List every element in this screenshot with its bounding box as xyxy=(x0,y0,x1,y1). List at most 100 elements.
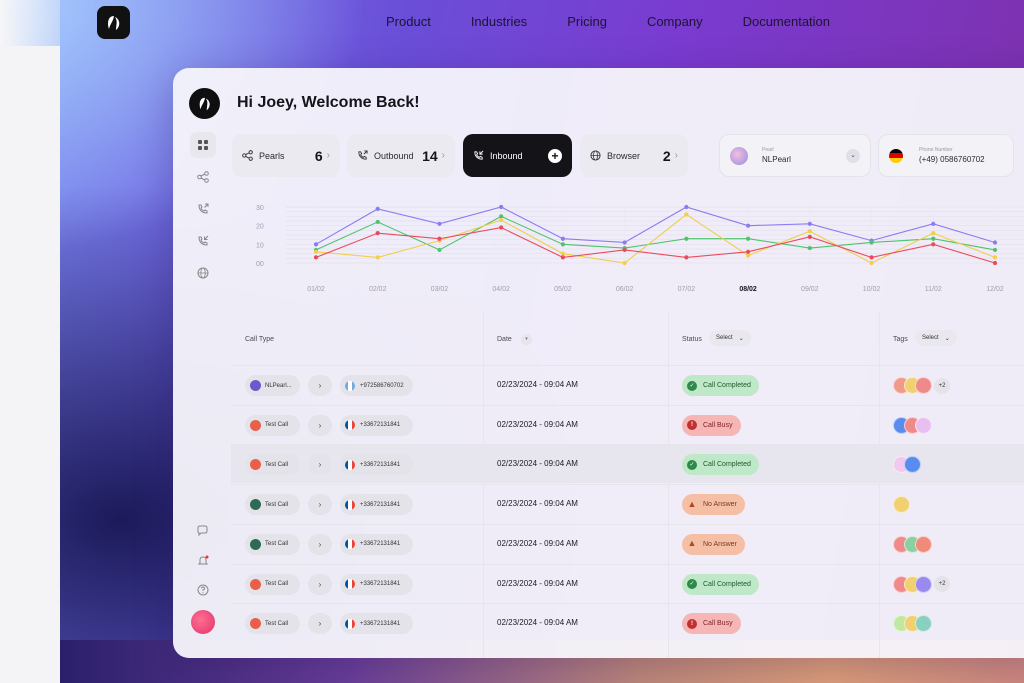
phone-pill[interactable]: +33672131841 xyxy=(340,494,413,516)
header-date[interactable]: Date xyxy=(497,336,512,343)
chevron-right-icon[interactable]: › xyxy=(308,573,332,595)
data-point xyxy=(499,214,504,219)
phone-pill[interactable]: +33672131841 xyxy=(340,613,413,635)
help-icon xyxy=(197,584,209,596)
germany-flag-icon xyxy=(889,148,903,163)
phone-number-select[interactable]: Phone Number (+49) 0586760702 xyxy=(878,134,1014,177)
phone-pill[interactable]: +33672131841 xyxy=(340,533,413,555)
data-point xyxy=(560,242,566,247)
chevron-right-icon[interactable]: › xyxy=(308,414,332,436)
table-row[interactable]: NLPearl... › +972586760702 02/23/2024 - 09:… xyxy=(231,365,1024,404)
flag-icon xyxy=(345,499,355,510)
status-filter-label: Select xyxy=(716,335,733,341)
phone-pill[interactable]: +33672131841 xyxy=(340,573,413,595)
phone-outbound-icon xyxy=(198,203,209,214)
flag-icon xyxy=(345,380,355,391)
tag-group[interactable]: +2 xyxy=(893,377,950,394)
nav-documentation[interactable]: Documentation xyxy=(742,14,831,29)
x-tick-label: 05/02 xyxy=(554,286,572,293)
site-logo[interactable] xyxy=(97,6,130,39)
call-type-pill[interactable]: Test Call xyxy=(245,613,300,635)
chevron-right-icon[interactable]: › xyxy=(308,454,332,476)
data-point xyxy=(807,245,812,251)
nav-industries[interactable]: Industries xyxy=(470,14,528,29)
chip-label: Browser xyxy=(607,150,641,161)
status-badge: ▲ No Answer xyxy=(682,494,745,516)
sort-icon[interactable]: ▾ xyxy=(521,334,532,345)
data-point xyxy=(992,247,998,253)
phone-pill[interactable]: +972586760702 xyxy=(340,375,413,396)
table-row[interactable]: Test Call › +33672131841 02/23/2024 - 09:04… xyxy=(231,523,1024,563)
table-row[interactable]: Test Call › +33672131841 02/23/2024 - 09:04… xyxy=(231,563,1024,603)
data-point xyxy=(560,251,566,256)
chevron-right-icon[interactable]: › xyxy=(308,533,332,555)
more-tags-badge[interactable]: +2 xyxy=(934,377,950,394)
tag-group[interactable]: +2 xyxy=(893,575,950,593)
nav-product[interactable]: Product xyxy=(386,14,431,29)
chip-browser[interactable]: Browser 2 › xyxy=(580,134,688,177)
call-type-pill[interactable]: NLPearl... xyxy=(245,375,300,396)
x-tick-label: 12/02 xyxy=(986,286,1004,293)
sidebar-item-outbound[interactable] xyxy=(190,196,216,222)
call-type-pill[interactable]: Test Call xyxy=(245,573,300,595)
data-point xyxy=(684,255,689,260)
tags-filter-select[interactable]: Select ⌄ xyxy=(915,330,957,346)
user-avatar[interactable] xyxy=(191,610,215,634)
check-circle-icon: ✓ xyxy=(687,459,697,470)
add-icon[interactable]: + xyxy=(548,148,562,163)
share-icon xyxy=(242,150,253,161)
nav-company[interactable]: Company xyxy=(646,14,703,29)
status-label: Call Completed xyxy=(703,382,751,389)
nav-pricing[interactable]: Pricing xyxy=(567,14,607,29)
chip-inbound[interactable]: Inbound + xyxy=(463,134,572,177)
data-point xyxy=(931,221,936,226)
x-tick-label: 10/02 xyxy=(863,286,881,293)
call-type-pill[interactable]: Test Call xyxy=(245,533,300,555)
chevron-right-icon[interactable]: › xyxy=(308,375,332,396)
call-type-pill[interactable]: Test Call xyxy=(245,494,300,516)
x-tick-label: 09/02 xyxy=(801,286,819,293)
left-margin xyxy=(0,46,60,683)
sidebar-item-inbound[interactable] xyxy=(190,228,216,254)
status-filter-select[interactable]: Select ⌄ xyxy=(709,330,751,346)
tag-group[interactable] xyxy=(893,456,921,474)
app-logo[interactable] xyxy=(189,88,220,119)
phone-pill[interactable]: +33672131841 xyxy=(340,414,413,436)
sidebar-item-notifications[interactable] xyxy=(190,548,216,574)
pearl-select[interactable]: Pearl NLPearl ⌄ xyxy=(719,134,871,177)
phone-number: +33672131841 xyxy=(360,461,401,468)
page-title: Hi Joey, Welcome Back! xyxy=(237,94,420,111)
table-row[interactable]: Test Call › +33672131841 02/23/2024 - 09:04… xyxy=(231,484,1024,523)
chevron-right-icon[interactable]: › xyxy=(308,613,332,635)
globe-icon xyxy=(197,267,209,279)
sidebar-item-browser[interactable] xyxy=(190,260,216,286)
tags-filter-label: Select xyxy=(922,335,939,341)
sidebar-item-pearls[interactable] xyxy=(190,164,216,190)
chevron-right-icon[interactable]: › xyxy=(308,494,332,516)
chip-pearls[interactable]: Pearls 6 › xyxy=(232,134,340,177)
sidebar-item-dashboard[interactable] xyxy=(190,132,216,158)
data-point xyxy=(313,255,319,260)
chevron-down-icon[interactable]: ⌄ xyxy=(846,148,860,163)
chip-outbound[interactable]: Outbound 14 › xyxy=(347,134,455,177)
x-tick-label: 07/02 xyxy=(678,286,696,293)
call-name: NLPearl... xyxy=(265,382,292,389)
tag-group[interactable] xyxy=(893,535,932,553)
share-icon xyxy=(197,171,209,183)
warning-icon: ▲ xyxy=(687,498,697,509)
call-type-pill[interactable]: Test Call xyxy=(245,454,300,476)
table-row[interactable]: Test Call › +33672131841 02/23/2024 - 09:04… xyxy=(231,404,1024,444)
calls-table: Call Type Date ▾ Status Select ⌄ Tags Se… xyxy=(231,312,1024,658)
sidebar-item-help[interactable] xyxy=(190,577,216,603)
tag-group[interactable] xyxy=(893,615,932,633)
call-type-pill[interactable]: Test Call xyxy=(245,414,300,436)
phone-inbound-icon xyxy=(198,235,209,246)
table-row[interactable]: Test Call › +33672131841 02/23/2024 - 09:04… xyxy=(231,603,1024,642)
table-row[interactable]: Test Call › +33672131841 02/23/2024 - 09:04… xyxy=(231,444,1024,484)
more-tags-badge[interactable]: +2 xyxy=(934,576,950,592)
phone-pill[interactable]: +33672131841 xyxy=(340,454,413,476)
call-name: Test Call xyxy=(265,422,289,429)
tag-group[interactable] xyxy=(893,496,910,514)
tag-group[interactable] xyxy=(893,416,932,434)
sidebar-item-messages[interactable] xyxy=(190,518,216,544)
